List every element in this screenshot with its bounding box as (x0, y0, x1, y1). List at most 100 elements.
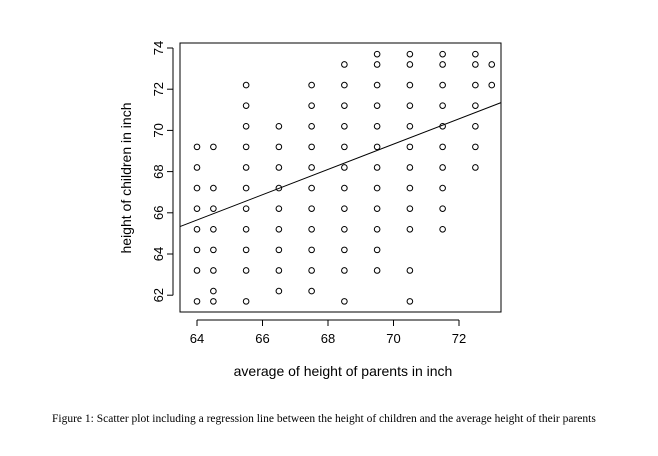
y-tick-label: 66 (151, 206, 166, 220)
x-tick-label: 64 (190, 331, 204, 346)
regression-line (179, 102, 502, 228)
data-point (472, 143, 479, 151)
data-point (275, 225, 283, 233)
data-point (341, 205, 348, 212)
x-tick-label: 66 (255, 331, 269, 346)
data-point (275, 287, 283, 295)
data-point (373, 225, 381, 233)
data-point (373, 205, 381, 212)
data-point (210, 143, 217, 151)
data-point (308, 164, 315, 171)
y-tick-label: 62 (151, 288, 166, 302)
data-point (439, 205, 446, 212)
data-point (341, 184, 348, 192)
data-point (439, 102, 446, 109)
data-point (193, 164, 201, 171)
data-point (242, 81, 250, 89)
data-point (275, 246, 283, 254)
data-point (472, 122, 479, 130)
data-point (193, 298, 201, 305)
data-point (406, 102, 414, 109)
data-point (308, 287, 315, 295)
data-point (193, 143, 201, 151)
data-point (242, 164, 250, 171)
data-point (341, 81, 348, 89)
x-tick-label: 70 (386, 331, 400, 346)
data-point (406, 50, 414, 58)
data-point (242, 225, 250, 233)
data-point (193, 184, 201, 192)
data-point (439, 61, 446, 68)
data-point (275, 143, 283, 151)
data-point (406, 81, 414, 89)
data-point (193, 246, 201, 254)
data-point (210, 184, 217, 192)
data-point (193, 267, 201, 274)
data-point (406, 267, 414, 274)
data-point (210, 298, 217, 305)
data-point (439, 81, 446, 89)
data-point (193, 225, 201, 233)
data-point (308, 205, 315, 212)
data-point (210, 225, 217, 233)
data-point (308, 225, 315, 233)
plot-frame (179, 42, 502, 313)
data-point (406, 143, 414, 151)
data-point (439, 225, 446, 233)
data-point (242, 143, 250, 151)
data-point (308, 267, 315, 274)
x-tick-label: 72 (452, 331, 466, 346)
data-point (242, 298, 250, 305)
data-point (373, 267, 381, 274)
data-point (275, 267, 283, 274)
data-point (341, 246, 348, 254)
data-point (373, 246, 381, 254)
data-point (341, 298, 348, 305)
x-axis-label: average of height of parents in inch (234, 363, 453, 379)
data-point (373, 184, 381, 192)
data-point (406, 298, 414, 305)
data-point (242, 122, 250, 130)
data-point (373, 143, 381, 151)
data-points (193, 50, 496, 305)
data-point (242, 267, 250, 274)
data-point (210, 246, 217, 254)
data-point (275, 122, 283, 130)
data-point (275, 205, 283, 212)
y-tick-label: 72 (151, 82, 166, 96)
data-point (472, 102, 479, 109)
data-point (373, 61, 381, 68)
data-point (406, 61, 414, 68)
data-point (406, 184, 414, 192)
data-point (488, 81, 496, 89)
data-point (373, 122, 381, 130)
data-point (341, 164, 348, 171)
data-point (373, 102, 381, 109)
data-point (472, 61, 479, 68)
data-point (341, 143, 348, 151)
data-point (373, 50, 381, 58)
data-point (472, 81, 479, 89)
data-point (210, 205, 217, 212)
data-point (341, 61, 348, 68)
data-point (210, 287, 217, 295)
data-point (439, 143, 446, 151)
data-point (341, 267, 348, 274)
data-point (472, 50, 479, 58)
data-point (308, 143, 315, 151)
axes: 64 66 68 70 72 62 64 66 68 70 72 74 (151, 41, 466, 346)
data-point (488, 61, 496, 68)
data-point (308, 246, 315, 254)
data-point (308, 102, 315, 109)
y-tick-label: 70 (151, 123, 166, 137)
data-point (308, 81, 315, 89)
data-point (242, 184, 250, 192)
y-tick-label: 64 (151, 247, 166, 261)
data-point (439, 164, 446, 171)
data-point (341, 225, 348, 233)
data-point (406, 164, 414, 171)
data-point (242, 102, 250, 109)
data-point (193, 205, 201, 212)
data-point (439, 184, 446, 192)
